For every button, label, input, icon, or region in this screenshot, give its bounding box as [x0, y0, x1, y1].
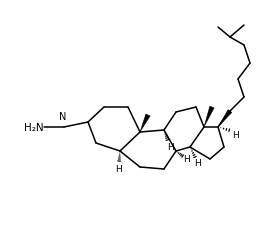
Text: H: H [195, 159, 201, 168]
Text: H: H [168, 143, 174, 152]
Text: H: H [184, 155, 190, 164]
Polygon shape [204, 107, 214, 128]
Text: H: H [116, 164, 122, 173]
Text: H₂N: H₂N [24, 123, 44, 132]
Text: N: N [59, 112, 67, 121]
Polygon shape [218, 110, 232, 128]
Text: H: H [233, 131, 239, 140]
Polygon shape [140, 114, 150, 132]
